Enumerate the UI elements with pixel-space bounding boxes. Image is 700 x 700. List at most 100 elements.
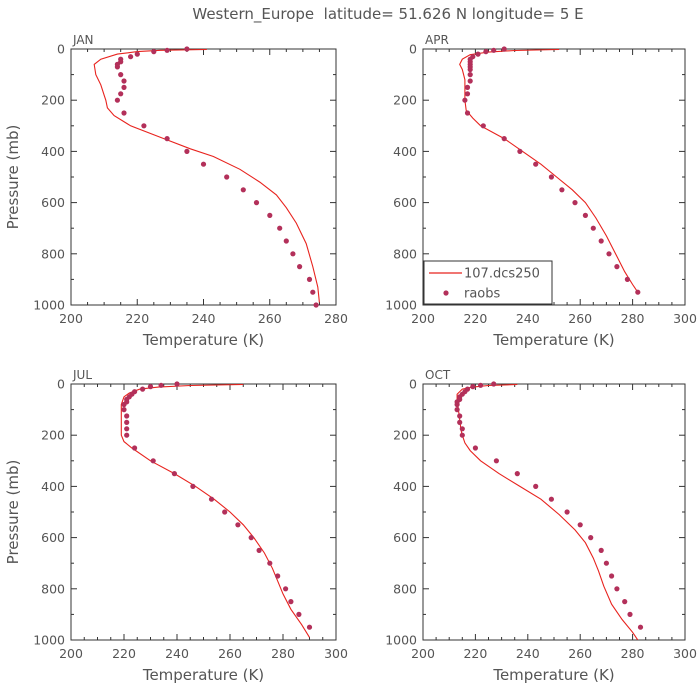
obs-point bbox=[134, 51, 140, 57]
obs-point bbox=[267, 560, 273, 566]
x-tick-label: 280 bbox=[621, 311, 645, 326]
x-tick-label: 280 bbox=[324, 311, 348, 326]
y-tick-label: 600 bbox=[393, 530, 417, 545]
y-tick-label: 800 bbox=[41, 581, 65, 596]
chart-panel-oct: OCT 200 220 240 260 280 300 0 200 400 600 800 1000 Te… bbox=[385, 368, 697, 684]
obs-point bbox=[124, 432, 130, 438]
x-tick-label: 260 bbox=[218, 646, 242, 661]
obs-point bbox=[151, 49, 157, 55]
obs-point bbox=[459, 432, 465, 438]
x-tick-label: 200 bbox=[59, 646, 83, 661]
obs-point bbox=[493, 458, 499, 464]
obs-point bbox=[457, 419, 463, 425]
obs-point bbox=[606, 251, 612, 257]
x-tick-label: 280 bbox=[621, 646, 645, 661]
panels-group: JAN 200 220 240 260 280 0 200 400 600 800 1000 Tempe… bbox=[4, 33, 697, 684]
obs-point bbox=[296, 611, 302, 618]
x-tick-label: 260 bbox=[568, 311, 592, 326]
x-tick-label: 300 bbox=[673, 311, 697, 326]
y-tick-label: 800 bbox=[393, 581, 417, 596]
obs-point bbox=[635, 289, 641, 295]
x-tick-label: 240 bbox=[516, 311, 540, 326]
plot-frame bbox=[70, 383, 337, 641]
obs-point bbox=[475, 51, 481, 57]
obs-point bbox=[164, 136, 170, 142]
x-tick-label: 200 bbox=[59, 311, 83, 326]
obs-point bbox=[603, 560, 610, 566]
x-axis-label: Temperature (K) bbox=[142, 666, 264, 684]
y-tick-label: 200 bbox=[393, 428, 417, 443]
obs-point bbox=[559, 187, 565, 193]
x-tick-label: 220 bbox=[125, 311, 149, 326]
obs-point bbox=[467, 78, 473, 84]
obs-point bbox=[277, 225, 283, 231]
obs-point bbox=[121, 110, 127, 116]
y-tick-label: 1000 bbox=[385, 298, 417, 313]
y-tick-label: 1000 bbox=[33, 633, 65, 648]
y-axis-label: Pressure (mb) bbox=[4, 125, 22, 230]
obs-point bbox=[235, 522, 241, 528]
y-tick-label: 200 bbox=[393, 93, 417, 108]
y-tick-label: 800 bbox=[41, 246, 65, 261]
obs-point bbox=[470, 384, 476, 390]
obs-point bbox=[114, 97, 120, 103]
obs-point bbox=[467, 66, 473, 73]
obs-point bbox=[548, 496, 555, 502]
figure-title: Western_Europe latitude= 51.626 N longit… bbox=[192, 5, 583, 24]
obs-point bbox=[454, 407, 460, 413]
y-tick-label: 0 bbox=[57, 42, 65, 57]
obs-point bbox=[514, 471, 520, 477]
panel-label: APR bbox=[425, 33, 449, 47]
obs-point bbox=[208, 496, 215, 502]
y-tick-label: 400 bbox=[393, 144, 417, 159]
y-tick-label: 200 bbox=[41, 428, 65, 443]
obs-point bbox=[132, 445, 138, 451]
x-axis-label: Temperature (K) bbox=[142, 331, 264, 349]
obs-point bbox=[150, 458, 156, 464]
obs-point bbox=[121, 78, 127, 84]
obs-point bbox=[480, 123, 486, 129]
x-tick-label: 280 bbox=[271, 646, 295, 661]
obs-point bbox=[306, 276, 313, 282]
obs-point bbox=[158, 382, 164, 388]
obs-point bbox=[459, 426, 465, 432]
x-tick-label: 260 bbox=[258, 311, 282, 326]
legend-dot-swatch bbox=[443, 290, 449, 296]
y-tick-label: 200 bbox=[41, 93, 65, 108]
obs-point bbox=[253, 200, 260, 206]
x-tick-label: 260 bbox=[568, 646, 592, 661]
obs-point bbox=[224, 174, 230, 180]
obs-point bbox=[462, 97, 468, 103]
obs-point bbox=[121, 84, 127, 90]
obs-point bbox=[141, 123, 147, 129]
obs-point bbox=[627, 611, 633, 618]
obs-point bbox=[283, 238, 289, 244]
obs-point bbox=[622, 599, 628, 605]
obs-point bbox=[598, 547, 604, 554]
model-profile-line bbox=[459, 49, 639, 293]
obs-point bbox=[582, 212, 589, 218]
y-tick-label: 600 bbox=[393, 195, 417, 210]
obs-point bbox=[517, 148, 523, 154]
obs-point bbox=[472, 445, 478, 451]
obs-point bbox=[614, 586, 620, 592]
obs-point bbox=[290, 251, 296, 257]
obs-point bbox=[564, 509, 570, 515]
obs-point bbox=[124, 426, 130, 432]
legend-box bbox=[423, 260, 553, 305]
obs-point bbox=[200, 161, 207, 167]
obs-point bbox=[491, 381, 497, 387]
obs-point bbox=[164, 47, 170, 53]
obs-point bbox=[598, 238, 604, 244]
y-tick-label: 600 bbox=[41, 195, 65, 210]
obs-point bbox=[464, 110, 471, 116]
obs-point bbox=[121, 407, 127, 413]
obs-point bbox=[313, 302, 319, 308]
obs-point bbox=[118, 72, 124, 78]
x-tick-label: 300 bbox=[324, 646, 348, 661]
obs-point bbox=[124, 419, 130, 425]
obs-point bbox=[184, 148, 190, 154]
obs-point bbox=[124, 413, 130, 419]
obs-point bbox=[577, 522, 583, 528]
